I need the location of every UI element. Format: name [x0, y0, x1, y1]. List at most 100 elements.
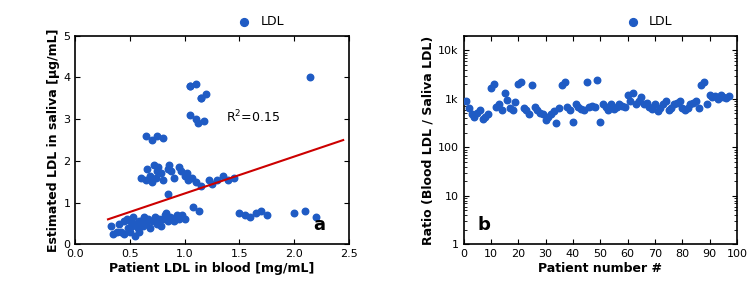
- LDL: [679, 107, 691, 112]
- LDL: [113, 221, 125, 226]
- LDL: [148, 163, 160, 167]
- LDL: [652, 109, 664, 114]
- LDL: [507, 108, 519, 113]
- LDL: [310, 215, 322, 220]
- LDL: [479, 114, 491, 119]
- LDL: [146, 179, 158, 184]
- LDL: [211, 177, 223, 182]
- LDL: [564, 108, 576, 113]
- LDL: [228, 175, 240, 180]
- LDL: [499, 91, 511, 96]
- LDL: [144, 173, 156, 178]
- LDL: [250, 211, 262, 215]
- LDL: [195, 96, 207, 101]
- LDL: [162, 192, 174, 197]
- LDL: [173, 217, 185, 222]
- LDL: [562, 105, 574, 109]
- LDL: [138, 215, 150, 220]
- LDL: [190, 117, 202, 122]
- LDL: [162, 167, 174, 172]
- LDL: [512, 82, 524, 87]
- LDL: [660, 99, 672, 103]
- LDL: [129, 234, 141, 238]
- LDL: [156, 136, 168, 140]
- LDL: [477, 117, 489, 122]
- LDL: [124, 229, 136, 234]
- LDL: [616, 103, 628, 108]
- LDL: [202, 177, 214, 182]
- LDL: [175, 169, 187, 174]
- LDL: [141, 134, 153, 138]
- LDL: [132, 219, 144, 224]
- LDL: [126, 223, 138, 228]
- LDL: [182, 177, 194, 182]
- LDL: [532, 108, 544, 113]
- LDL: [569, 102, 581, 106]
- Legend: LDL: LDL: [620, 15, 672, 28]
- LDL: [187, 204, 199, 209]
- LDL: [693, 105, 705, 110]
- LDL: [127, 215, 139, 220]
- LDL: [485, 85, 497, 90]
- LDL: [170, 215, 182, 220]
- LDL: [118, 232, 130, 236]
- LDL: [178, 217, 190, 222]
- LDL: [315, 25, 327, 30]
- LDL: [698, 80, 710, 85]
- LDL: [493, 102, 505, 106]
- LDL: [153, 217, 165, 222]
- LDL: [156, 217, 168, 222]
- LDL: [141, 177, 153, 182]
- LDL: [124, 219, 136, 224]
- LDL: [520, 108, 532, 113]
- LDL: [635, 94, 647, 99]
- LDL: [122, 225, 134, 230]
- LDL: [629, 102, 641, 106]
- LDL: [709, 94, 721, 98]
- LDL: [526, 83, 538, 88]
- LDL: [534, 110, 546, 115]
- LDL: [559, 80, 571, 85]
- LDL: [223, 177, 235, 182]
- LDL: [474, 108, 486, 113]
- LDL: [190, 81, 202, 86]
- LDL: [154, 223, 166, 228]
- LDL: [108, 232, 120, 236]
- LDL: [515, 80, 527, 85]
- LDL: [190, 179, 202, 184]
- LDL: [135, 219, 147, 224]
- LDL: [654, 105, 666, 110]
- LDL: [217, 173, 229, 178]
- LDL: [649, 102, 661, 106]
- LDL: [206, 181, 218, 186]
- LDL: [584, 105, 596, 109]
- LDL: [717, 94, 729, 99]
- LDL: [504, 105, 516, 110]
- LDL: [632, 99, 644, 103]
- LDL: [465, 112, 478, 117]
- LDL: [160, 211, 172, 215]
- LDL: [163, 163, 175, 167]
- LDL: [141, 221, 153, 226]
- LDL: [611, 105, 623, 109]
- LDL: [146, 138, 158, 142]
- LDL: [151, 134, 163, 138]
- LDL: [168, 175, 180, 180]
- LDL: [690, 99, 702, 103]
- LDL: [644, 105, 656, 109]
- LDL: [137, 223, 149, 228]
- LDL: [578, 108, 590, 113]
- LDL: [641, 101, 653, 105]
- LDL: [115, 229, 127, 234]
- LDL: [468, 115, 481, 119]
- LDL: [646, 107, 658, 111]
- LDL: [682, 105, 694, 110]
- LDL: [171, 213, 183, 218]
- LDL: [192, 121, 204, 126]
- LDL: [542, 114, 554, 119]
- LDL: [487, 82, 499, 87]
- LDL: [135, 175, 147, 180]
- LDL: [539, 117, 551, 122]
- LDL: [288, 211, 300, 215]
- LDL: [305, 75, 317, 80]
